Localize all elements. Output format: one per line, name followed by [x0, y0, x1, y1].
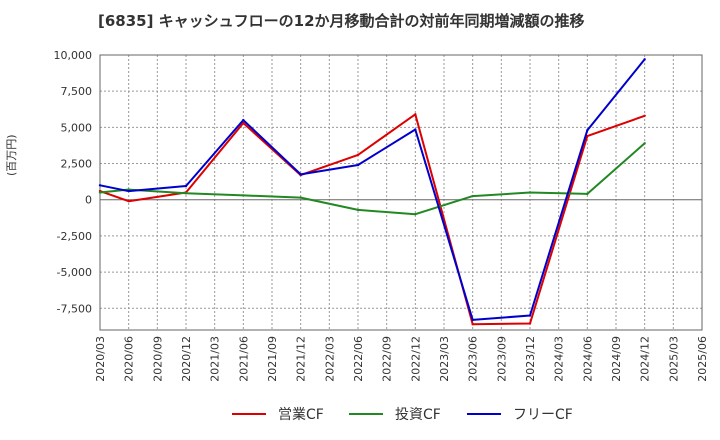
- data-point-series-0: [471, 323, 474, 326]
- data-point-series-1: [98, 191, 102, 194]
- data-point-series-1: [299, 196, 302, 199]
- data-point-series-2: [471, 318, 474, 322]
- x-tick-label: 2021/03: [209, 336, 222, 382]
- data-point-series-0: [127, 199, 130, 203]
- data-point-series-1: [356, 208, 360, 212]
- data-point-series-2: [528, 314, 532, 317]
- y-tick-label: -5,000: [57, 266, 92, 279]
- data-point-series-1: [528, 191, 532, 194]
- legend-swatch-operating-cf: [232, 413, 266, 415]
- x-tick-label: 2023/06: [467, 336, 480, 382]
- data-point-series-2: [299, 173, 302, 176]
- data-point-series-2: [184, 184, 188, 188]
- x-tick-label: 2021/06: [237, 336, 250, 382]
- data-point-series-1: [242, 194, 245, 197]
- x-tick-label: 2020/03: [94, 336, 107, 382]
- legend-item-free-cf: フリーCF: [467, 404, 573, 424]
- data-point-series-1: [643, 142, 646, 145]
- legend-swatch-free-cf: [467, 413, 501, 415]
- data-point-series-2: [643, 58, 646, 61]
- x-tick-label: 2025/03: [667, 336, 680, 382]
- legend-label-free-cf: フリーCF: [513, 407, 573, 423]
- y-tick-label: 5,000: [61, 121, 93, 134]
- data-point-series-1: [414, 213, 417, 216]
- x-tick-label: 2020/12: [180, 336, 193, 382]
- x-tick-label: 2024/03: [553, 336, 566, 382]
- data-point-series-0: [528, 322, 532, 325]
- x-tick-label: 2023/09: [495, 336, 508, 382]
- data-point-series-2: [356, 163, 360, 167]
- x-tick-label: 2022/03: [323, 336, 336, 382]
- legend-label-investing-cf: 投資CF: [395, 407, 441, 423]
- data-point-series-0: [414, 113, 417, 116]
- data-point-series-1: [586, 192, 589, 196]
- x-tick-label: 2021/09: [266, 336, 279, 382]
- legend-swatch-investing-cf: [349, 413, 383, 415]
- plot-area: [100, 55, 702, 330]
- data-point-series-1: [471, 194, 474, 198]
- legend-label-operating-cf: 営業CF: [278, 407, 324, 423]
- data-point-series-2: [127, 189, 130, 193]
- x-tick-label: 2024/06: [581, 336, 594, 382]
- data-point-series-2: [414, 128, 417, 131]
- y-tick-label: -2,500: [57, 230, 92, 243]
- x-tick-label: 2024/12: [639, 336, 652, 382]
- x-tick-label: 2020/09: [151, 336, 164, 382]
- y-tick-label: 0: [85, 194, 92, 207]
- chart-title: [6835] キャッシュフローの12か月移動合計の対前年同期増減額の推移: [98, 12, 585, 30]
- y-tick-label: 2,500: [61, 158, 93, 171]
- data-point-series-2: [98, 184, 102, 187]
- x-tick-label: 2022/06: [352, 336, 365, 382]
- x-tick-label: 2021/12: [295, 336, 308, 382]
- data-point-series-1: [184, 192, 188, 195]
- x-tick-label: 2025/06: [696, 336, 709, 382]
- legend-item-operating-cf: 営業CF: [232, 404, 324, 424]
- x-tick-label: 2023/12: [524, 336, 537, 382]
- legend: 営業CF 投資CF フリーCF: [0, 404, 720, 428]
- x-tick-label: 2022/12: [409, 336, 422, 382]
- x-tick-label: 2024/09: [610, 336, 623, 382]
- y-tick-label: -7,500: [57, 302, 92, 315]
- y-tick-label: 7,500: [61, 85, 93, 98]
- y-tick-label: 10,000: [54, 49, 93, 62]
- x-tick-label: 2020/06: [123, 336, 136, 382]
- x-tick-label: 2022/09: [381, 336, 394, 382]
- data-point-series-2: [242, 118, 245, 122]
- data-point-series-0: [356, 153, 360, 157]
- data-point-series-0: [242, 121, 245, 125]
- x-tick-label: 2023/03: [438, 336, 451, 382]
- legend-item-investing-cf: 投資CF: [349, 404, 441, 424]
- data-point-series-2: [586, 129, 589, 132]
- data-point-series-0: [643, 114, 646, 117]
